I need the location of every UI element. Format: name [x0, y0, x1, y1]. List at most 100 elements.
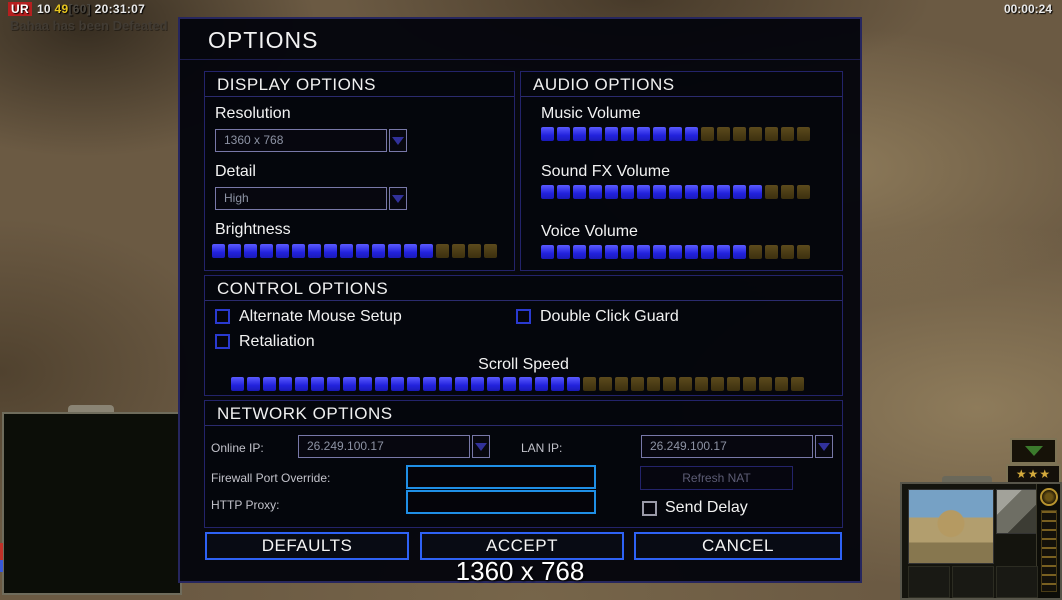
slider-block[interactable]	[621, 245, 634, 259]
online-ip-value[interactable]: 26.249.100.17	[298, 435, 470, 458]
slider-block[interactable]	[247, 377, 260, 391]
slider-block[interactable]	[557, 185, 570, 199]
slider-block[interactable]	[669, 185, 682, 199]
retaliation-checkbox[interactable]	[215, 334, 230, 349]
brightness-slider[interactable]	[212, 244, 497, 258]
slider-block[interactable]	[621, 127, 634, 141]
slider-block[interactable]	[637, 185, 650, 199]
firewall-port-input[interactable]	[406, 465, 596, 489]
slider-block[interactable]	[404, 244, 417, 258]
slider-block[interactable]	[679, 377, 692, 391]
slider-block[interactable]	[407, 377, 420, 391]
slider-block[interactable]	[605, 185, 618, 199]
slider-block[interactable]	[749, 127, 762, 141]
slider-block[interactable]	[343, 377, 356, 391]
slider-block[interactable]	[637, 127, 650, 141]
slider-block[interactable]	[231, 377, 244, 391]
slider-block[interactable]	[471, 377, 484, 391]
slider-block[interactable]	[324, 244, 337, 258]
slider-block[interactable]	[663, 377, 676, 391]
slider-block[interactable]	[701, 127, 714, 141]
music-volume-slider[interactable]	[541, 127, 810, 141]
slider-block[interactable]	[455, 377, 468, 391]
slider-block[interactable]	[631, 377, 644, 391]
double-click-guard-checkbox[interactable]	[516, 309, 531, 324]
slider-block[interactable]	[292, 244, 305, 258]
slider-block[interactable]	[765, 127, 778, 141]
slider-block[interactable]	[327, 377, 340, 391]
slider-block[interactable]	[372, 244, 385, 258]
slider-block[interactable]	[541, 245, 554, 259]
slider-block[interactable]	[573, 185, 586, 199]
slider-block[interactable]	[567, 377, 580, 391]
slider-block[interactable]	[621, 185, 634, 199]
slider-block[interactable]	[765, 245, 778, 259]
alternate-mouse-checkbox[interactable]	[215, 309, 230, 324]
slider-block[interactable]	[541, 185, 554, 199]
slider-block[interactable]	[311, 377, 324, 391]
refresh-nat-button[interactable]: Refresh NAT	[640, 466, 793, 490]
voice-volume-slider[interactable]	[541, 245, 810, 259]
slider-block[interactable]	[573, 127, 586, 141]
slider-block[interactable]	[759, 377, 772, 391]
lan-ip-dropdown-arrow[interactable]	[815, 435, 833, 458]
slider-block[interactable]	[359, 377, 372, 391]
slider-block[interactable]	[388, 244, 401, 258]
slider-block[interactable]	[589, 245, 602, 259]
slider-block[interactable]	[797, 127, 810, 141]
slider-block[interactable]	[653, 245, 666, 259]
slider-block[interactable]	[749, 185, 762, 199]
slider-block[interactable]	[797, 185, 810, 199]
soundfx-volume-slider[interactable]	[541, 185, 810, 199]
slider-block[interactable]	[573, 245, 586, 259]
slider-block[interactable]	[701, 245, 714, 259]
slider-block[interactable]	[295, 377, 308, 391]
slider-block[interactable]	[615, 377, 628, 391]
slider-block[interactable]	[260, 244, 273, 258]
slider-block[interactable]	[669, 245, 682, 259]
slider-block[interactable]	[503, 377, 516, 391]
resolution-dropdown-arrow[interactable]	[389, 129, 407, 152]
slider-block[interactable]	[276, 244, 289, 258]
slider-block[interactable]	[263, 377, 276, 391]
slider-block[interactable]	[749, 245, 762, 259]
detail-value[interactable]: High	[215, 187, 387, 210]
slider-block[interactable]	[791, 377, 804, 391]
slider-block[interactable]	[340, 244, 353, 258]
slider-block[interactable]	[468, 244, 481, 258]
slider-block[interactable]	[797, 245, 810, 259]
slider-block[interactable]	[637, 245, 650, 259]
slider-block[interactable]	[669, 127, 682, 141]
slider-block[interactable]	[279, 377, 292, 391]
lan-ip-value[interactable]: 26.249.100.17	[641, 435, 813, 458]
slider-block[interactable]	[599, 377, 612, 391]
slider-block[interactable]	[605, 245, 618, 259]
slider-block[interactable]	[436, 244, 449, 258]
slider-block[interactable]	[647, 377, 660, 391]
slider-block[interactable]	[589, 185, 602, 199]
slider-block[interactable]	[557, 245, 570, 259]
slider-block[interactable]	[391, 377, 404, 391]
slider-block[interactable]	[356, 244, 369, 258]
slider-block[interactable]	[452, 244, 465, 258]
detail-dropdown-arrow[interactable]	[389, 187, 407, 210]
accept-button[interactable]: ACCEPT	[420, 532, 624, 560]
collapse-panel-button[interactable]	[1010, 438, 1057, 464]
slider-block[interactable]	[423, 377, 436, 391]
slider-block[interactable]	[551, 377, 564, 391]
slider-block[interactable]	[535, 377, 548, 391]
slider-block[interactable]	[244, 244, 257, 258]
slider-block[interactable]	[781, 127, 794, 141]
resolution-value[interactable]: 1360 x 768	[215, 129, 387, 152]
defaults-button[interactable]: DEFAULTS	[205, 532, 409, 560]
slider-block[interactable]	[685, 185, 698, 199]
slider-block[interactable]	[439, 377, 452, 391]
slider-block[interactable]	[583, 377, 596, 391]
slider-block[interactable]	[765, 185, 778, 199]
slider-block[interactable]	[557, 127, 570, 141]
slider-block[interactable]	[717, 245, 730, 259]
slider-block[interactable]	[733, 127, 746, 141]
online-ip-dropdown-arrow[interactable]	[472, 435, 490, 458]
scroll-speed-slider[interactable]	[231, 377, 804, 391]
slider-block[interactable]	[228, 244, 241, 258]
